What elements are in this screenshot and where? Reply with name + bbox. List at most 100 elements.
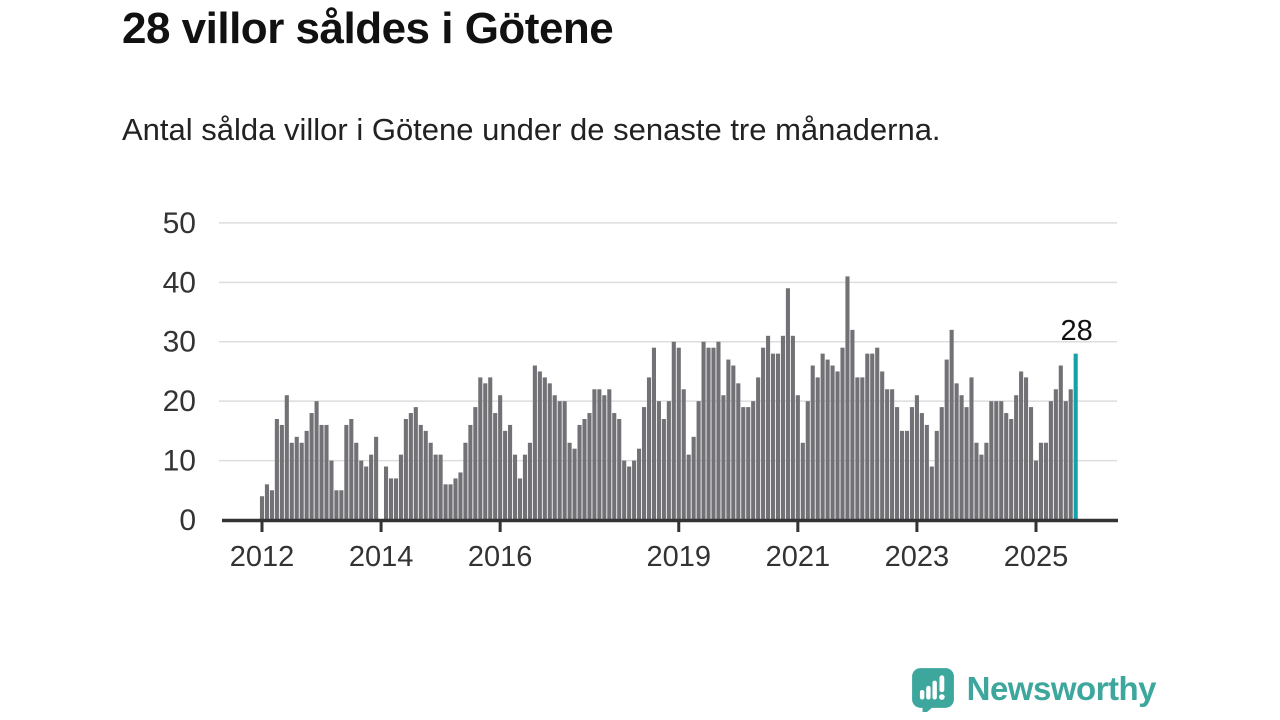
bar bbox=[780, 335, 786, 520]
bar bbox=[304, 430, 309, 520]
bar bbox=[939, 407, 944, 520]
bar bbox=[527, 442, 532, 520]
bar bbox=[547, 383, 552, 520]
bar bbox=[418, 424, 423, 520]
mini-bar-2 bbox=[925, 685, 931, 700]
bar bbox=[1009, 418, 1014, 520]
x-axis-tick-label: 2025 bbox=[1004, 541, 1069, 573]
bar bbox=[1019, 371, 1024, 520]
bar bbox=[1024, 377, 1029, 520]
bar bbox=[716, 341, 721, 520]
bar bbox=[929, 466, 934, 520]
bar bbox=[483, 383, 488, 520]
bar bbox=[408, 413, 413, 520]
mini-bar-3 bbox=[932, 680, 937, 700]
bar bbox=[1038, 442, 1044, 520]
bar bbox=[294, 436, 299, 520]
bar bbox=[984, 442, 989, 520]
exclamation-dot bbox=[938, 694, 945, 700]
bar bbox=[289, 442, 294, 520]
bar bbox=[979, 454, 984, 520]
bar bbox=[959, 395, 964, 520]
bar bbox=[870, 353, 875, 520]
x-axis-tick-label: 2016 bbox=[468, 541, 533, 573]
bar bbox=[319, 424, 324, 520]
bar bbox=[909, 407, 915, 520]
bar bbox=[845, 276, 850, 520]
bar bbox=[1048, 401, 1053, 520]
bar bbox=[815, 377, 820, 520]
bar bbox=[1004, 413, 1009, 520]
bar bbox=[766, 335, 771, 520]
bar bbox=[398, 454, 403, 520]
bar bbox=[1033, 460, 1039, 520]
bar bbox=[944, 359, 949, 520]
bar bbox=[587, 413, 592, 520]
newsworthy-logo: Newsworthy bbox=[910, 666, 1157, 712]
bar bbox=[924, 424, 929, 520]
page-title: 28 villor såldes i Götene bbox=[122, 4, 614, 53]
bar bbox=[934, 430, 939, 520]
bar bbox=[825, 359, 830, 520]
bar bbox=[969, 377, 974, 520]
mini-bar-1 bbox=[919, 690, 924, 700]
bar bbox=[597, 389, 602, 520]
bar bbox=[840, 347, 845, 520]
bar bbox=[885, 389, 890, 520]
bar bbox=[473, 407, 478, 520]
bar bbox=[542, 377, 547, 520]
bar bbox=[1068, 389, 1073, 520]
bar bbox=[949, 329, 954, 520]
bar bbox=[706, 347, 711, 520]
bar bbox=[498, 395, 503, 520]
bar bbox=[736, 383, 741, 520]
bar bbox=[686, 454, 691, 520]
bar bbox=[508, 424, 513, 520]
bar bbox=[989, 401, 994, 520]
bar bbox=[637, 448, 642, 520]
bar bbox=[488, 377, 493, 520]
bar bbox=[800, 442, 805, 520]
bar bbox=[274, 418, 279, 520]
bar bbox=[701, 341, 706, 520]
bar bbox=[388, 478, 394, 520]
bar bbox=[756, 377, 761, 520]
bar bbox=[999, 401, 1004, 520]
bar bbox=[512, 454, 518, 520]
bar bbox=[681, 389, 686, 520]
bar bbox=[592, 389, 597, 520]
bar bbox=[810, 365, 815, 520]
bar bbox=[751, 401, 756, 520]
bar bbox=[493, 413, 498, 520]
bar bbox=[537, 371, 542, 520]
bar bbox=[577, 424, 582, 520]
bar bbox=[453, 478, 458, 520]
chart-subtitle: Antal sålda villor i Götene under de sen… bbox=[122, 112, 941, 147]
bar bbox=[463, 442, 468, 520]
bar bbox=[656, 401, 661, 520]
bar bbox=[860, 377, 865, 520]
bar bbox=[1053, 389, 1058, 520]
bar bbox=[627, 466, 632, 520]
bar bbox=[324, 424, 329, 520]
bar bbox=[264, 484, 270, 520]
bar bbox=[354, 442, 359, 520]
bar bbox=[676, 347, 681, 520]
bar bbox=[582, 418, 587, 520]
bar bbox=[1058, 365, 1063, 520]
bar bbox=[954, 383, 959, 520]
bar bbox=[855, 377, 860, 520]
bar bbox=[880, 371, 885, 520]
bar bbox=[974, 442, 979, 520]
bar bbox=[374, 436, 379, 520]
bar bbox=[443, 484, 448, 520]
bar bbox=[1063, 401, 1068, 520]
y-axis-tick-label: 10 bbox=[163, 445, 196, 478]
bar bbox=[731, 365, 736, 520]
x-axis-tick-label: 2014 bbox=[349, 541, 414, 573]
bar bbox=[393, 478, 399, 520]
bar bbox=[835, 371, 840, 520]
bar bbox=[562, 401, 567, 520]
bar bbox=[1043, 442, 1048, 520]
bar bbox=[865, 353, 870, 520]
